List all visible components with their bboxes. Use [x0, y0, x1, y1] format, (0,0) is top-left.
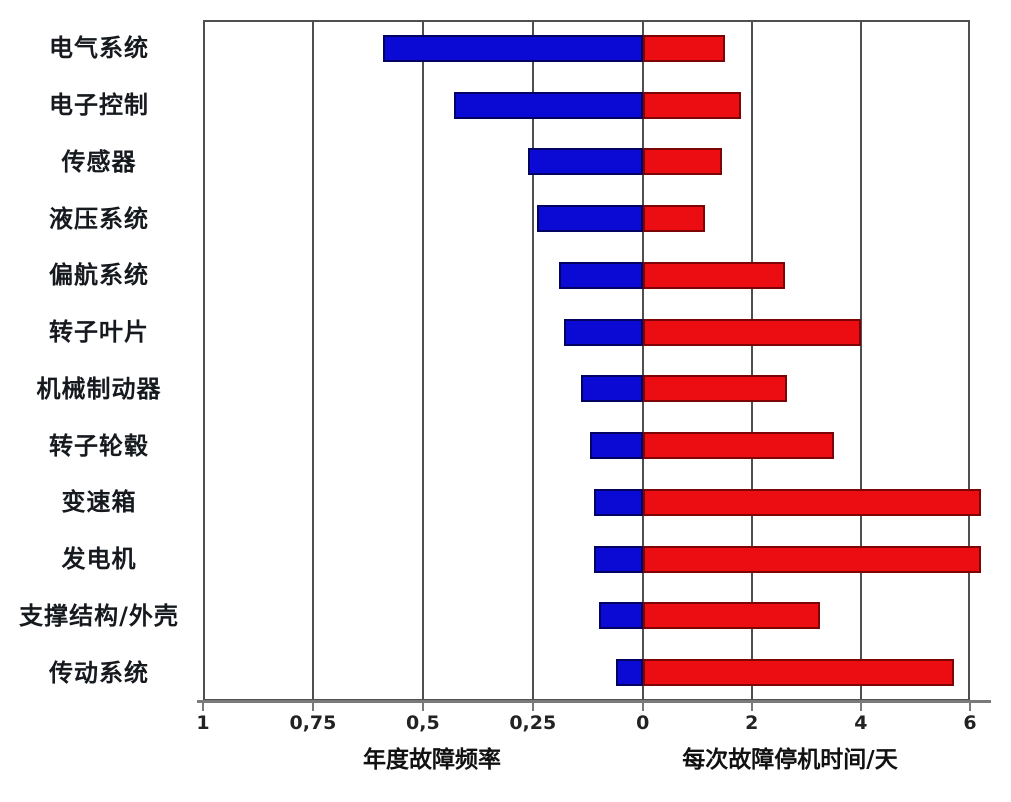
- tick-label: 1: [196, 712, 210, 734]
- bar-downtime: [642, 659, 954, 687]
- bar-frequency: [589, 432, 643, 460]
- tick-mark: [969, 703, 971, 711]
- bar-downtime: [642, 148, 722, 176]
- category-label: 转子叶片: [49, 318, 149, 347]
- gridline: [641, 20, 644, 701]
- tick-label: 4: [854, 712, 868, 734]
- bar-frequency: [598, 602, 643, 630]
- bar-downtime: [642, 91, 741, 119]
- gridline: [859, 20, 862, 701]
- tick-label: 0,75: [289, 712, 337, 734]
- tick-label: 2: [745, 712, 759, 734]
- bar-frequency: [453, 91, 643, 119]
- bar-downtime: [642, 602, 820, 630]
- category-label: 支撑结构/外壳: [19, 601, 179, 630]
- tick-mark: [421, 703, 424, 711]
- category-label: 传感器: [61, 147, 137, 176]
- left-axis-title: 年度故障频率: [363, 747, 501, 773]
- bar-frequency: [383, 34, 643, 62]
- category-label: 变速箱: [61, 488, 137, 517]
- category-label: 转子轮毂: [49, 431, 149, 460]
- tick-mark: [641, 703, 644, 711]
- category-label: 液压系统: [49, 204, 149, 233]
- category-label: 机械制动器: [36, 374, 162, 403]
- gridline: [421, 20, 424, 701]
- bar-frequency: [559, 261, 643, 289]
- tick-mark: [311, 703, 314, 711]
- bar-frequency: [581, 375, 643, 403]
- tick-label: 6: [963, 712, 977, 734]
- bar-frequency: [563, 318, 643, 346]
- bar-downtime: [642, 432, 834, 460]
- bar-frequency: [594, 545, 643, 573]
- bar-downtime: [642, 318, 861, 346]
- bar-frequency: [594, 488, 643, 516]
- bar-downtime: [642, 34, 725, 62]
- gridline: [750, 20, 753, 701]
- bar-frequency: [528, 148, 643, 176]
- tick-mark: [531, 703, 534, 711]
- bar-downtime: [642, 375, 788, 403]
- bar-downtime: [642, 488, 981, 516]
- tick-mark: [202, 703, 204, 711]
- plot-area: [203, 20, 970, 701]
- category-label: 电子控制: [49, 91, 149, 120]
- gridline: [311, 20, 314, 701]
- tick-mark: [750, 703, 753, 711]
- bar-downtime: [642, 205, 706, 233]
- category-label: 传动系统: [49, 658, 149, 687]
- category-label: 偏航系统: [49, 261, 149, 290]
- category-label: 发电机: [61, 545, 137, 574]
- bar-downtime: [642, 261, 785, 289]
- gridline: [531, 20, 534, 701]
- tick-label: 0,5: [406, 712, 440, 734]
- category-label: 电气系统: [49, 34, 149, 63]
- right-axis-title: 每次故障停机时间/天: [682, 747, 898, 773]
- tick-label: 0: [636, 712, 650, 734]
- bar-frequency: [616, 659, 643, 687]
- x-axis-line: [197, 700, 991, 703]
- bar-frequency: [537, 205, 643, 233]
- tick-mark: [859, 703, 862, 711]
- tick-label: 0,25: [509, 712, 557, 734]
- bar-downtime: [642, 545, 981, 573]
